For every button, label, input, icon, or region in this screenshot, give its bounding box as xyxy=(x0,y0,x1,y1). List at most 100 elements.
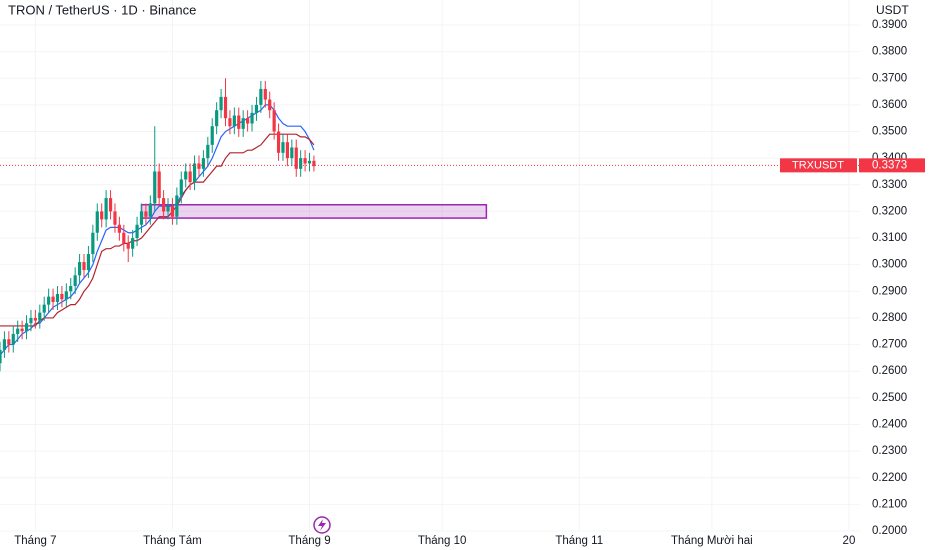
price-tag: 0.3373 xyxy=(872,159,907,171)
candle-body xyxy=(254,104,259,113)
candle-body xyxy=(192,163,197,183)
candle xyxy=(77,254,82,284)
price-tag-name-bg xyxy=(780,158,857,173)
y-tick-label: 0.3000 xyxy=(872,259,907,271)
candle-body xyxy=(161,198,166,212)
candle-body xyxy=(100,211,104,220)
candle-body xyxy=(24,323,29,332)
candle xyxy=(206,136,210,167)
y-tick-label: 0.3200 xyxy=(872,205,907,217)
candle xyxy=(7,331,11,353)
candle-body xyxy=(47,296,51,305)
y-tick-label: 0.3100 xyxy=(872,232,907,244)
candle-body xyxy=(51,296,55,302)
candle-body xyxy=(223,96,228,119)
candle xyxy=(11,325,15,353)
candle xyxy=(0,341,2,372)
candle xyxy=(312,155,316,172)
candle-body xyxy=(232,115,236,127)
candle xyxy=(122,224,126,252)
candle-body xyxy=(281,142,285,153)
candle xyxy=(179,171,183,204)
candle xyxy=(263,80,267,108)
candle xyxy=(303,150,307,172)
candle-body xyxy=(117,224,121,233)
candle xyxy=(223,78,228,127)
candle xyxy=(201,150,205,177)
candle xyxy=(299,150,303,177)
candle xyxy=(215,102,219,135)
event-icon[interactable] xyxy=(313,516,331,534)
candle-body xyxy=(263,88,267,100)
candle xyxy=(104,190,108,228)
candle xyxy=(259,80,263,113)
candle-body xyxy=(241,118,245,129)
candle-body xyxy=(113,211,117,225)
candle-body xyxy=(0,349,2,364)
y-tick-label: 0.2900 xyxy=(872,285,907,297)
candle-body xyxy=(197,163,201,169)
candle xyxy=(135,216,139,247)
candle xyxy=(272,102,276,140)
candle-body xyxy=(294,147,298,169)
candle-body xyxy=(259,88,263,105)
candle xyxy=(33,309,37,329)
candle-body xyxy=(16,328,20,334)
candle-body xyxy=(179,179,183,196)
x-tick-label: Tháng Tám xyxy=(143,535,202,547)
candle-body xyxy=(77,262,82,276)
candle-body xyxy=(33,317,37,321)
candle xyxy=(232,107,236,135)
x-tick-label: Tháng 9 xyxy=(288,535,330,547)
candle xyxy=(2,331,7,358)
candle xyxy=(219,88,223,119)
candle xyxy=(24,315,29,340)
candle xyxy=(16,320,20,342)
candle-body xyxy=(148,203,152,217)
y-tick-label: 0.2300 xyxy=(872,445,907,457)
candle xyxy=(100,203,104,228)
candle xyxy=(86,246,91,278)
candle xyxy=(294,139,298,177)
candle xyxy=(237,107,241,137)
y-tick-label: 0.3900 xyxy=(872,19,907,31)
candle-body xyxy=(290,147,294,159)
y-tick-label: 0.2600 xyxy=(872,365,907,377)
candle-body xyxy=(272,110,276,132)
candle xyxy=(82,254,86,278)
candle-body xyxy=(166,206,170,212)
candle-body xyxy=(175,195,179,217)
event-bolt[interactable] xyxy=(318,519,326,531)
candle xyxy=(95,203,99,241)
x-tick-label: Tháng 10 xyxy=(418,535,467,547)
candle-body xyxy=(219,96,223,111)
candle xyxy=(228,110,232,135)
candle-body xyxy=(82,262,86,271)
candle xyxy=(126,235,130,263)
candle xyxy=(51,288,55,310)
candle xyxy=(170,198,175,225)
candle-body xyxy=(201,158,205,169)
candle-body xyxy=(285,142,290,159)
candle xyxy=(108,190,113,220)
candle xyxy=(285,134,290,167)
y-tick-label: 0.3300 xyxy=(872,179,907,191)
candle-body xyxy=(312,160,316,167)
candle-body xyxy=(38,312,42,321)
candle xyxy=(197,155,201,177)
y-tick-label: 0.2200 xyxy=(872,472,907,484)
candle xyxy=(157,163,161,207)
candle-body xyxy=(42,304,46,313)
candle xyxy=(29,309,33,332)
candle-body xyxy=(69,285,73,292)
candle-body xyxy=(7,339,11,345)
candle xyxy=(276,123,281,161)
price-tag-name: TRXUSDT xyxy=(792,159,844,171)
zone xyxy=(140,204,488,219)
candle xyxy=(241,110,245,137)
candle-body xyxy=(108,198,113,212)
candle-body xyxy=(188,171,192,183)
candle xyxy=(117,216,121,241)
